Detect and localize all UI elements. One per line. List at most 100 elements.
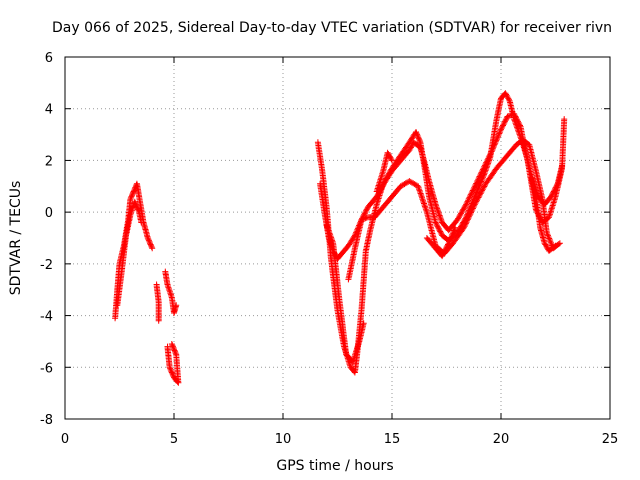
data-point: [559, 162, 565, 169]
data-point: [468, 208, 475, 215]
data-point: [470, 186, 477, 193]
data-point: [498, 125, 505, 132]
data-point: [471, 184, 478, 191]
data-point: [492, 140, 499, 147]
x-tick-label: 5: [170, 432, 178, 447]
data-point: [130, 189, 137, 196]
data-point: [471, 202, 478, 209]
data-point: [466, 194, 473, 201]
data-point: [451, 227, 457, 234]
data-point: [553, 183, 560, 190]
data-point: [476, 173, 483, 180]
data-point: [491, 142, 497, 149]
data-point: [462, 221, 469, 228]
data-point: [468, 190, 475, 197]
data-point: [506, 96, 512, 103]
data-point: [450, 228, 457, 235]
data-point: [463, 219, 470, 226]
data-point: [437, 229, 444, 236]
data-point: [389, 157, 395, 164]
data-point: [452, 224, 459, 231]
data-point: [477, 190, 484, 197]
data-point: [514, 117, 521, 124]
data-point: [475, 185, 482, 192]
data-point: [460, 224, 467, 231]
data-point: [451, 226, 458, 233]
data-point: [477, 172, 484, 179]
data-point: [552, 242, 559, 249]
x-axis-label: GPS time / hours: [276, 458, 393, 474]
y-tick-label: 6: [45, 51, 53, 66]
data-point: [483, 159, 490, 166]
data-point: [168, 341, 175, 347]
x-axis-ticks: 0 5 10 15 20 25: [61, 57, 618, 447]
data-point: [132, 200, 139, 207]
data-point: [133, 204, 140, 210]
data-point: [172, 348, 179, 355]
data-point: [546, 235, 553, 242]
y-tick-label: -2: [40, 258, 53, 273]
data-point: [437, 228, 444, 235]
data-point: [511, 110, 518, 117]
data-point: [474, 186, 481, 193]
data-point: [480, 184, 487, 191]
x-tick-label: 10: [275, 432, 292, 447]
data-point: [127, 194, 134, 201]
data-point: [550, 188, 557, 195]
data-point: [166, 364, 173, 371]
data-point: [467, 193, 474, 199]
data-point: [474, 177, 481, 184]
y-axis-ticks: -8 -6 -4 -2 0 2 4 6: [40, 51, 610, 428]
data-point: [495, 131, 502, 138]
data-point: [440, 250, 447, 257]
data-point: [144, 235, 151, 241]
data-point: [545, 234, 552, 241]
x-tick-label: 20: [493, 432, 510, 447]
x-tick-label: 25: [602, 432, 619, 447]
data-point: [465, 197, 472, 204]
data-point: [491, 141, 498, 148]
data-point: [487, 149, 494, 156]
x-tick-label: 0: [61, 432, 69, 447]
data-point: [500, 122, 506, 129]
data-point: [503, 116, 510, 123]
data-point: [173, 351, 180, 358]
data-point: [497, 127, 504, 134]
data-point: [361, 215, 368, 222]
data-point: [476, 182, 483, 189]
x-tick-label: 15: [384, 432, 401, 447]
data-point: [445, 241, 451, 248]
data-point: [475, 176, 482, 183]
data-point: [360, 320, 367, 327]
data-point: [500, 121, 507, 128]
y-tick-label: -4: [40, 310, 53, 325]
data-point: [473, 180, 480, 187]
data-point: [469, 187, 476, 194]
y-axis-label: SDTVAR / TECUs: [8, 181, 24, 296]
data-point: [551, 187, 558, 194]
data-point: [498, 126, 504, 133]
data-point: [363, 206, 370, 213]
data-point: [499, 123, 506, 130]
data-point: [554, 182, 560, 188]
data-point: [493, 136, 500, 143]
data-point: [481, 183, 488, 190]
y-tick-label: 0: [45, 206, 53, 221]
data-point: [439, 251, 446, 258]
data-point: [388, 156, 395, 163]
y-tick-label: -6: [40, 361, 53, 376]
data-point: [445, 240, 452, 247]
chart-title: Day 066 of 2025, Sidereal Day-to-day VTE…: [52, 20, 612, 36]
data-point: [555, 241, 562, 247]
data-point: [516, 121, 523, 128]
data-point: [505, 95, 512, 102]
data-point: [472, 200, 479, 206]
data-point: [462, 202, 469, 209]
y-tick-label: 2: [45, 154, 53, 169]
data-point: [441, 247, 448, 254]
data-point: [477, 181, 484, 188]
data-point: [435, 225, 442, 232]
data-point: [439, 253, 446, 260]
data-point: [551, 243, 558, 250]
data-point: [486, 152, 493, 159]
